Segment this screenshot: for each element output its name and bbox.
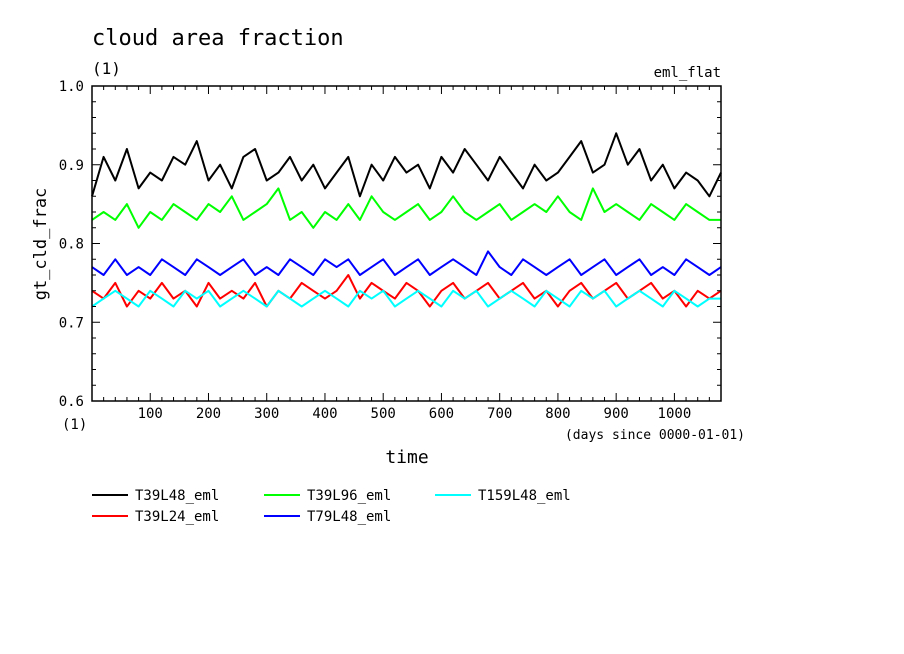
plot-frame: [91, 85, 722, 402]
x-tick-label: 1000: [658, 406, 692, 422]
legend-label-T159L48_eml: T159L48_eml: [478, 488, 571, 504]
series-line-T79L48_eml: [91, 250, 722, 276]
legend-label-T39L96_eml: T39L96_eml: [307, 488, 391, 504]
x-tick-label: 100: [138, 406, 163, 422]
legend-label-T79L48_eml: T79L48_eml: [307, 509, 391, 525]
y-units-label: (1): [62, 417, 87, 433]
x-units-label: (days since 0000-01-01): [565, 428, 745, 443]
y-tick-label: 1.0: [59, 79, 84, 95]
x-tick-label: 400: [312, 406, 337, 422]
x-tick-label: 800: [545, 406, 570, 422]
title-units: (1): [92, 59, 121, 78]
series-line-T39L24_eml: [91, 274, 722, 308]
series-layer: [91, 132, 722, 308]
legend-label-T39L24_eml: T39L24_eml: [135, 509, 219, 525]
chart-title: cloud area fraction: [92, 26, 344, 51]
x-axis-label: time: [385, 447, 428, 468]
x-tick-label: 300: [254, 406, 279, 422]
legend: T39L48_eml T39L96_eml T159L48_eml T39L24_em…: [92, 488, 571, 525]
x-tick-label: 200: [196, 406, 221, 422]
x-tick-label: 700: [487, 406, 512, 422]
series-line-T39L48_eml: [91, 132, 722, 198]
series-line-T159L48_eml: [91, 289, 721, 308]
y-tick-label: 0.7: [59, 315, 84, 331]
x-tick-label: 500: [371, 406, 396, 422]
subtitle-right: eml_flat: [654, 65, 721, 81]
x-tick-label: 900: [604, 406, 629, 422]
y-axis-label: gt_cld_frac: [31, 188, 51, 301]
series-line-T39L96_eml: [91, 187, 721, 229]
axes-layer: 100 200 300 400 500 600 700 800 900 1000 0.6 0.7 0.8…: [59, 79, 721, 422]
x-tick-label: 600: [429, 406, 454, 422]
y-tick-label: 0.8: [59, 237, 84, 253]
legend-label-T39L48_eml: T39L48_eml: [135, 488, 219, 504]
y-tick-label: 0.9: [59, 158, 84, 174]
y-tick-label: 0.6: [59, 394, 84, 410]
